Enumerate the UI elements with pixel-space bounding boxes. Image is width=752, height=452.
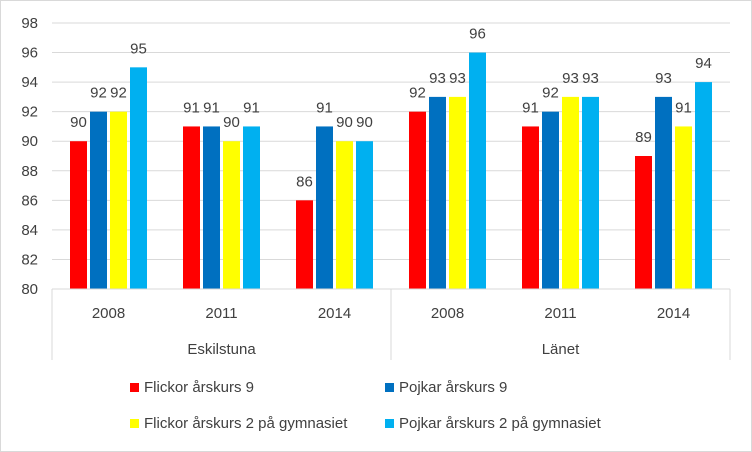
data-label: 95: [130, 40, 147, 57]
legend-swatch: [130, 383, 139, 392]
data-label: 91: [675, 99, 692, 116]
legend-swatch: [385, 383, 394, 392]
legend-item: Pojkar årskurs 9: [385, 378, 507, 398]
bars: [70, 52, 712, 290]
data-label: 96: [469, 26, 486, 43]
y-tick-label: 88: [21, 163, 38, 180]
data-label: 90: [336, 114, 353, 131]
legend-label: Pojkar årskurs 2 på gymnasiet: [399, 415, 601, 432]
data-label: 91: [243, 99, 260, 116]
legend-swatch: [385, 419, 394, 428]
y-tick-label: 94: [21, 74, 38, 91]
bar: [296, 200, 313, 289]
y-tick-label: 90: [21, 133, 38, 150]
legend-item: Flickor årskurs 9: [130, 378, 254, 398]
data-label: 93: [449, 70, 466, 87]
y-tick-label: 96: [21, 45, 38, 62]
data-label: 93: [429, 70, 446, 87]
data-label: 93: [655, 70, 672, 87]
bar: [243, 126, 260, 289]
legend-swatch: [130, 419, 139, 428]
bar: [655, 96, 672, 289]
bar: [90, 111, 107, 290]
x-tick-label: 2014: [657, 305, 690, 322]
data-label: 89: [635, 129, 652, 146]
legend-item: Flickor årskurs 2 på gymnasiet: [130, 414, 347, 434]
data-label: 92: [542, 85, 559, 102]
bar: [542, 111, 559, 290]
bar: [409, 111, 426, 290]
group-label: Eskilstuna: [187, 341, 256, 358]
y-tick-label: 82: [21, 251, 38, 268]
data-label: 92: [110, 85, 127, 102]
x-axis: 2008 2011 2014 2008 2011 2014 Eskilstuna Länet: [51, 288, 731, 360]
bar: [449, 96, 466, 289]
legend-item: Pojkar årskurs 2 på gymnasiet: [385, 414, 601, 434]
legend-label: Pojkar årskurs 9: [399, 379, 508, 396]
y-tick-label: 84: [21, 222, 38, 239]
bar: [469, 52, 486, 289]
bar: [203, 126, 220, 289]
data-label: 91: [203, 99, 220, 116]
bar: [110, 111, 127, 290]
bar: [522, 126, 539, 289]
bar: [336, 141, 353, 289]
data-label: 90: [356, 114, 373, 131]
y-tick-label: 86: [21, 192, 38, 209]
x-tick-label: 2014: [318, 305, 351, 322]
x-tick-label: 2008: [431, 305, 464, 322]
data-label: 90: [223, 114, 240, 131]
data-label: 93: [562, 70, 579, 87]
data-label: 93: [582, 70, 599, 87]
data-label: 90: [70, 114, 87, 131]
bar: [562, 96, 579, 289]
bar: [183, 126, 200, 289]
data-label: 94: [695, 55, 712, 72]
y-axis-ticks: 80 82 84 86 88 90 92 94 96 98: [21, 15, 38, 298]
bar: [356, 141, 373, 289]
x-tick-label: 2011: [205, 305, 237, 322]
bar: [316, 126, 333, 289]
data-label: 86: [296, 173, 313, 190]
x-tick-label: 2008: [92, 305, 125, 322]
y-tick-label: 92: [21, 104, 38, 121]
data-label: 91: [183, 99, 200, 116]
legend-label: Flickor årskurs 9: [144, 379, 255, 396]
bar: [582, 96, 599, 289]
group-label: Länet: [542, 341, 580, 358]
data-label: 91: [522, 99, 539, 116]
data-label: 91: [316, 99, 333, 116]
bar: [130, 67, 147, 289]
bar: [70, 141, 87, 289]
y-tick-label: 80: [21, 281, 38, 298]
bar: [695, 82, 712, 289]
gridlines: [52, 22, 730, 290]
bar: [675, 126, 692, 289]
bar: [429, 96, 446, 289]
data-label: 92: [90, 85, 107, 102]
bar: [223, 141, 240, 289]
bar: [635, 156, 652, 289]
legend-label: Flickor årskurs 2 på gymnasiet: [144, 415, 348, 432]
x-tick-label: 2011: [544, 305, 576, 322]
y-tick-label: 98: [21, 15, 38, 32]
data-label: 92: [409, 85, 426, 102]
